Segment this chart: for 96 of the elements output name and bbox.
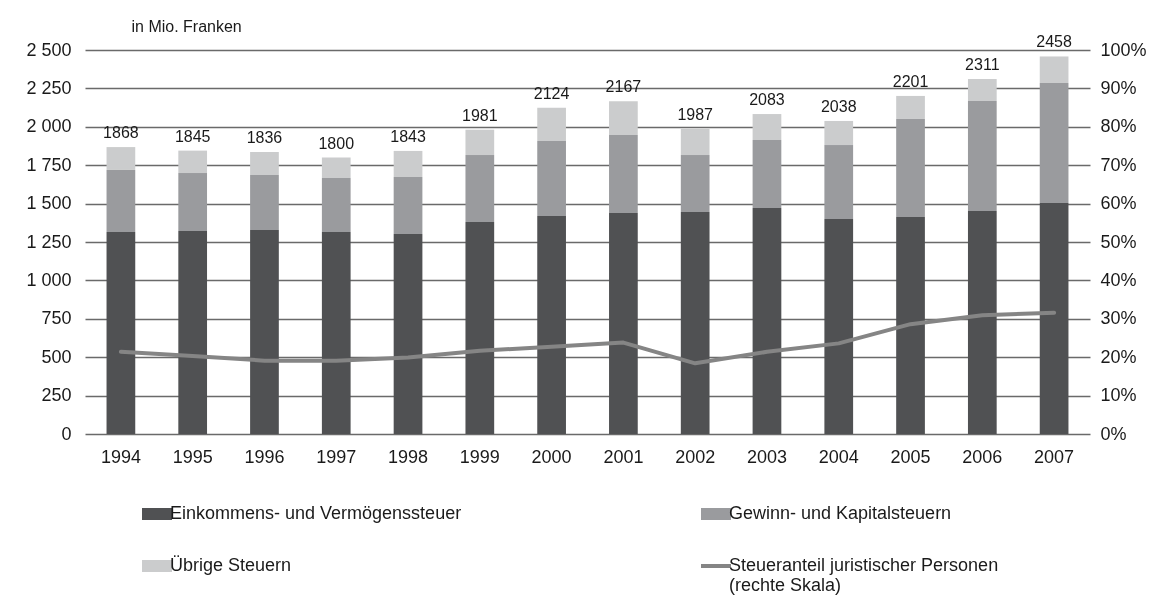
legend-label: Übrige Steuern bbox=[170, 555, 292, 575]
x-tick-label: 1995 bbox=[172, 446, 213, 467]
bar bbox=[680, 155, 710, 213]
y-tick-label: 2 000 bbox=[26, 116, 72, 137]
bar bbox=[680, 212, 710, 434]
y2-tick-label: 20% bbox=[1100, 346, 1137, 367]
bar bbox=[178, 230, 208, 434]
y2-tick-label: 70% bbox=[1100, 154, 1137, 175]
bar bbox=[178, 173, 208, 231]
bar bbox=[896, 118, 925, 217]
bar bbox=[250, 151, 279, 176]
bar bbox=[1039, 83, 1069, 203]
legend-label: Gewinn- und Kapitalsteuern bbox=[729, 503, 952, 523]
bar bbox=[465, 222, 495, 434]
bar bbox=[967, 210, 997, 434]
total-label: 1843 bbox=[390, 127, 426, 145]
x-tick-label: 2002 bbox=[675, 446, 716, 467]
y-tick-label: 1 750 bbox=[26, 154, 72, 175]
total-label: 1981 bbox=[462, 106, 498, 124]
bar bbox=[824, 218, 854, 434]
total-label: 2311 bbox=[965, 56, 1000, 74]
y-tick-label: 500 bbox=[41, 346, 72, 367]
bar bbox=[106, 147, 136, 170]
bar bbox=[609, 101, 638, 135]
total-label: 2201 bbox=[892, 72, 929, 90]
total-label: 2038 bbox=[820, 97, 857, 115]
bar bbox=[1039, 56, 1069, 84]
bar bbox=[465, 129, 495, 156]
total-label: 2458 bbox=[1036, 33, 1073, 51]
total-label: 1987 bbox=[677, 105, 714, 123]
y-tick-label: 250 bbox=[41, 385, 72, 406]
bar bbox=[967, 79, 997, 101]
bar bbox=[609, 212, 638, 434]
y2-tick-label: 10% bbox=[1100, 385, 1137, 406]
y-tick-label: 2 250 bbox=[26, 77, 72, 98]
y-tick-label: 750 bbox=[41, 308, 72, 329]
bar bbox=[752, 114, 782, 141]
bar bbox=[393, 177, 423, 235]
bar bbox=[537, 216, 566, 434]
x-tick-label: 1998 bbox=[388, 446, 429, 467]
y2-tick-label: 30% bbox=[1100, 308, 1137, 329]
bar bbox=[106, 232, 136, 434]
y-tick-label: 2 500 bbox=[26, 39, 72, 60]
x-tick-label: 1997 bbox=[316, 446, 357, 467]
bar bbox=[752, 208, 782, 434]
x-tick-label: 1999 bbox=[459, 446, 500, 467]
x-tick-label: 2001 bbox=[603, 446, 644, 467]
y-tick-label: 1 250 bbox=[26, 231, 72, 252]
total-label: 1845 bbox=[174, 127, 211, 145]
bar bbox=[465, 155, 495, 223]
bar bbox=[752, 140, 782, 209]
total-label: 2124 bbox=[533, 84, 570, 102]
x-tick-label: 2004 bbox=[818, 446, 859, 467]
bar bbox=[321, 232, 351, 434]
y2-tick-label: 90% bbox=[1100, 77, 1137, 98]
y2-tick-label: 40% bbox=[1100, 269, 1137, 290]
bar bbox=[250, 230, 279, 434]
bar bbox=[609, 134, 638, 213]
y2-tick-label: 100% bbox=[1100, 39, 1147, 60]
bar bbox=[537, 140, 566, 217]
bar bbox=[178, 150, 208, 174]
x-tick-label: 2000 bbox=[531, 446, 572, 467]
x-tick-label: 2005 bbox=[890, 446, 931, 467]
legend-label: Steueranteil juristischer Personen (rechte Skala) bbox=[729, 555, 999, 595]
bar bbox=[967, 101, 997, 211]
bar bbox=[896, 216, 925, 434]
bar bbox=[393, 234, 423, 434]
bar bbox=[1039, 202, 1069, 434]
y2-tick-label: 80% bbox=[1100, 116, 1137, 137]
y2-tick-label: 0% bbox=[1100, 423, 1127, 444]
bar bbox=[824, 145, 854, 219]
x-tick-label: 2003 bbox=[746, 446, 787, 467]
total-label: 2083 bbox=[749, 91, 785, 109]
y2-tick-label: 50% bbox=[1100, 231, 1137, 252]
y-tick-label: 1 500 bbox=[26, 193, 72, 214]
bar bbox=[824, 120, 854, 146]
bar bbox=[250, 175, 279, 231]
y-tick-label: 1 000 bbox=[26, 269, 72, 290]
x-tick-label: 2007 bbox=[1034, 446, 1075, 467]
y-axis-title: in Mio. Franken bbox=[131, 17, 242, 35]
total-label: 1868 bbox=[103, 124, 139, 142]
x-tick-label: 1994 bbox=[100, 446, 141, 467]
bar bbox=[680, 128, 710, 156]
line-series bbox=[118, 310, 1057, 366]
y-tick-label: 0 bbox=[61, 423, 72, 444]
bar bbox=[321, 157, 351, 178]
y2-tick-label: 60% bbox=[1100, 193, 1137, 214]
total-label: 1800 bbox=[318, 134, 355, 152]
bar bbox=[321, 177, 351, 233]
bar bbox=[393, 150, 423, 178]
x-tick-label: 2006 bbox=[962, 446, 1003, 467]
bar bbox=[537, 107, 566, 141]
x-tick-label: 1996 bbox=[244, 446, 285, 467]
bar bbox=[106, 169, 136, 233]
total-label: 1836 bbox=[246, 128, 283, 146]
bar bbox=[896, 95, 925, 119]
